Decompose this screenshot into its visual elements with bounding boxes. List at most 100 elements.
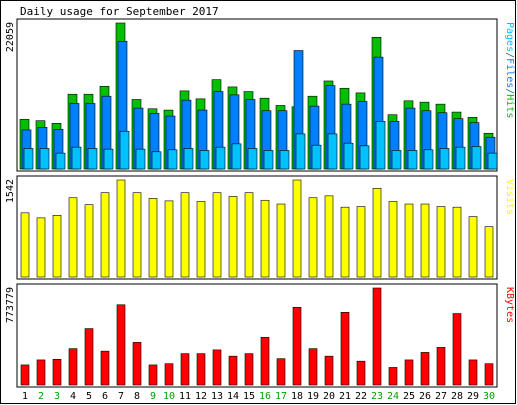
bar-kbytes-1 <box>20 364 30 386</box>
x-tick-label-13: 13 <box>211 391 223 402</box>
bar-pages-29 <box>471 146 482 170</box>
bar-pages-12 <box>199 150 210 170</box>
bar-visits-20 <box>324 195 334 278</box>
x-tick-labels: 1 2 3 4 5 6 7 8 9 10 11 12 13 14 15 16 17 18 19 20 21 22 23 24 2… <box>22 391 495 402</box>
bar-kbytes-2 <box>36 359 46 386</box>
bar-kbytes-30 <box>484 363 494 386</box>
bar-pages-22 <box>359 145 370 170</box>
x-tick-label-19: 19 <box>307 391 319 402</box>
x-tick-label-21: 21 <box>339 391 351 402</box>
bar-visits-13 <box>212 192 222 278</box>
bar-kbytes-6 <box>100 350 110 386</box>
hits-panel: 22059 Pages/Files/Hits <box>5 18 515 172</box>
bar-pages-4 <box>71 146 82 170</box>
bar-pages-21 <box>343 142 354 170</box>
bar-visits-16 <box>260 199 270 278</box>
visits-panel-legend: Visits <box>504 179 515 215</box>
kbytes-panel-legend-item-0: KBytes <box>504 287 515 323</box>
bar-visits-17 <box>276 203 286 278</box>
kbytes-panel-legend: KBytes <box>504 287 515 323</box>
bar-kbytes-23 <box>372 287 382 386</box>
x-tick-label-9: 9 <box>150 391 156 402</box>
bar-pages-10 <box>167 149 178 170</box>
bar-pages-27 <box>439 148 450 170</box>
hits-panel-legend: Pages/Files/Hits <box>504 22 515 118</box>
x-tick-label-27: 27 <box>435 391 447 402</box>
bar-visits-2 <box>36 217 46 278</box>
x-tick-label-2: 2 <box>38 391 44 402</box>
bar-pages-2 <box>39 148 50 170</box>
bar-kbytes-21 <box>340 311 350 386</box>
bar-kbytes-8 <box>132 342 142 386</box>
bar-kbytes-13 <box>212 349 222 386</box>
bar-visits-9 <box>148 198 158 278</box>
kbytes-panel-frame <box>16 283 498 388</box>
bar-pages-24 <box>391 150 402 170</box>
bar-visits-6 <box>100 192 110 278</box>
bar-kbytes-27 <box>436 347 446 386</box>
bar-visits-24 <box>388 201 398 278</box>
x-tick-label-18: 18 <box>291 391 303 402</box>
bar-visits-28 <box>452 206 462 278</box>
bar-pages-15 <box>247 148 258 170</box>
bar-kbytes-22 <box>356 360 366 386</box>
bar-pages-1 <box>23 148 34 170</box>
hits-panel-legend-item-2: Files <box>504 58 515 88</box>
bar-visits-18 <box>292 179 302 278</box>
x-tick-label-26: 26 <box>419 391 431 402</box>
x-tick-label-16: 16 <box>259 391 271 402</box>
bar-kbytes-16 <box>260 337 270 386</box>
bar-visits-1 <box>20 212 30 278</box>
x-tick-label-22: 22 <box>355 391 367 402</box>
bar-kbytes-15 <box>244 353 254 386</box>
chart-title: Daily usage for September 2017 <box>20 5 219 18</box>
x-tick-label-17: 17 <box>275 391 287 402</box>
bar-visits-30 <box>484 226 494 278</box>
bar-pages-23 <box>375 121 386 170</box>
x-tick-label-7: 7 <box>118 391 124 402</box>
bar-pages-13 <box>215 146 226 170</box>
x-tick-label-8: 8 <box>134 391 140 402</box>
bar-pages-16 <box>263 150 274 170</box>
visits-panel-frame <box>16 175 498 280</box>
bar-pages-11 <box>183 148 194 170</box>
visits-panel: 1542 Visits <box>5 175 515 280</box>
bar-kbytes-29 <box>468 359 478 386</box>
bar-visits-29 <box>468 216 478 278</box>
bar-kbytes-18 <box>292 306 302 386</box>
x-tick-label-29: 29 <box>467 391 479 402</box>
x-tick-label-3: 3 <box>54 391 60 402</box>
x-tick-label-12: 12 <box>195 391 207 402</box>
bar-visits-27 <box>436 206 446 278</box>
kbytes-panel: 773779 KBytes <box>5 283 515 388</box>
visits-panel-max-label: 1542 <box>5 179 16 203</box>
hits-panel-frame <box>16 18 498 172</box>
bar-kbytes-5 <box>84 328 94 386</box>
x-tick-label-24: 24 <box>387 391 399 402</box>
bar-visits-26 <box>420 203 430 278</box>
x-tick-label-10: 10 <box>163 391 175 402</box>
bar-kbytes-11 <box>180 353 190 386</box>
hits-panel-legend-item-4: Hits <box>504 94 515 118</box>
bar-visits-22 <box>356 206 366 278</box>
hits-panel-legend-item-0: Pages <box>504 22 515 52</box>
x-tick-label-28: 28 <box>451 391 463 402</box>
visits-panel-legend-item-0: Visits <box>504 179 515 215</box>
bar-visits-15 <box>244 192 254 278</box>
bar-pages-19 <box>311 144 322 170</box>
bar-visits-23 <box>372 188 382 278</box>
bar-kbytes-19 <box>308 348 318 386</box>
x-tick-label-1: 1 <box>22 391 28 402</box>
bar-visits-25 <box>404 203 414 278</box>
hits-panel-legend-item-1: / <box>504 52 515 58</box>
x-tick-label-5: 5 <box>86 391 92 402</box>
bar-pages-18 <box>295 133 306 170</box>
bar-kbytes-7 <box>116 304 126 386</box>
bar-kbytes-14 <box>228 355 238 386</box>
bar-visits-14 <box>228 196 238 278</box>
bar-pages-7 <box>119 130 130 170</box>
bar-kbytes-4 <box>68 348 78 386</box>
bar-visits-10 <box>164 200 174 278</box>
